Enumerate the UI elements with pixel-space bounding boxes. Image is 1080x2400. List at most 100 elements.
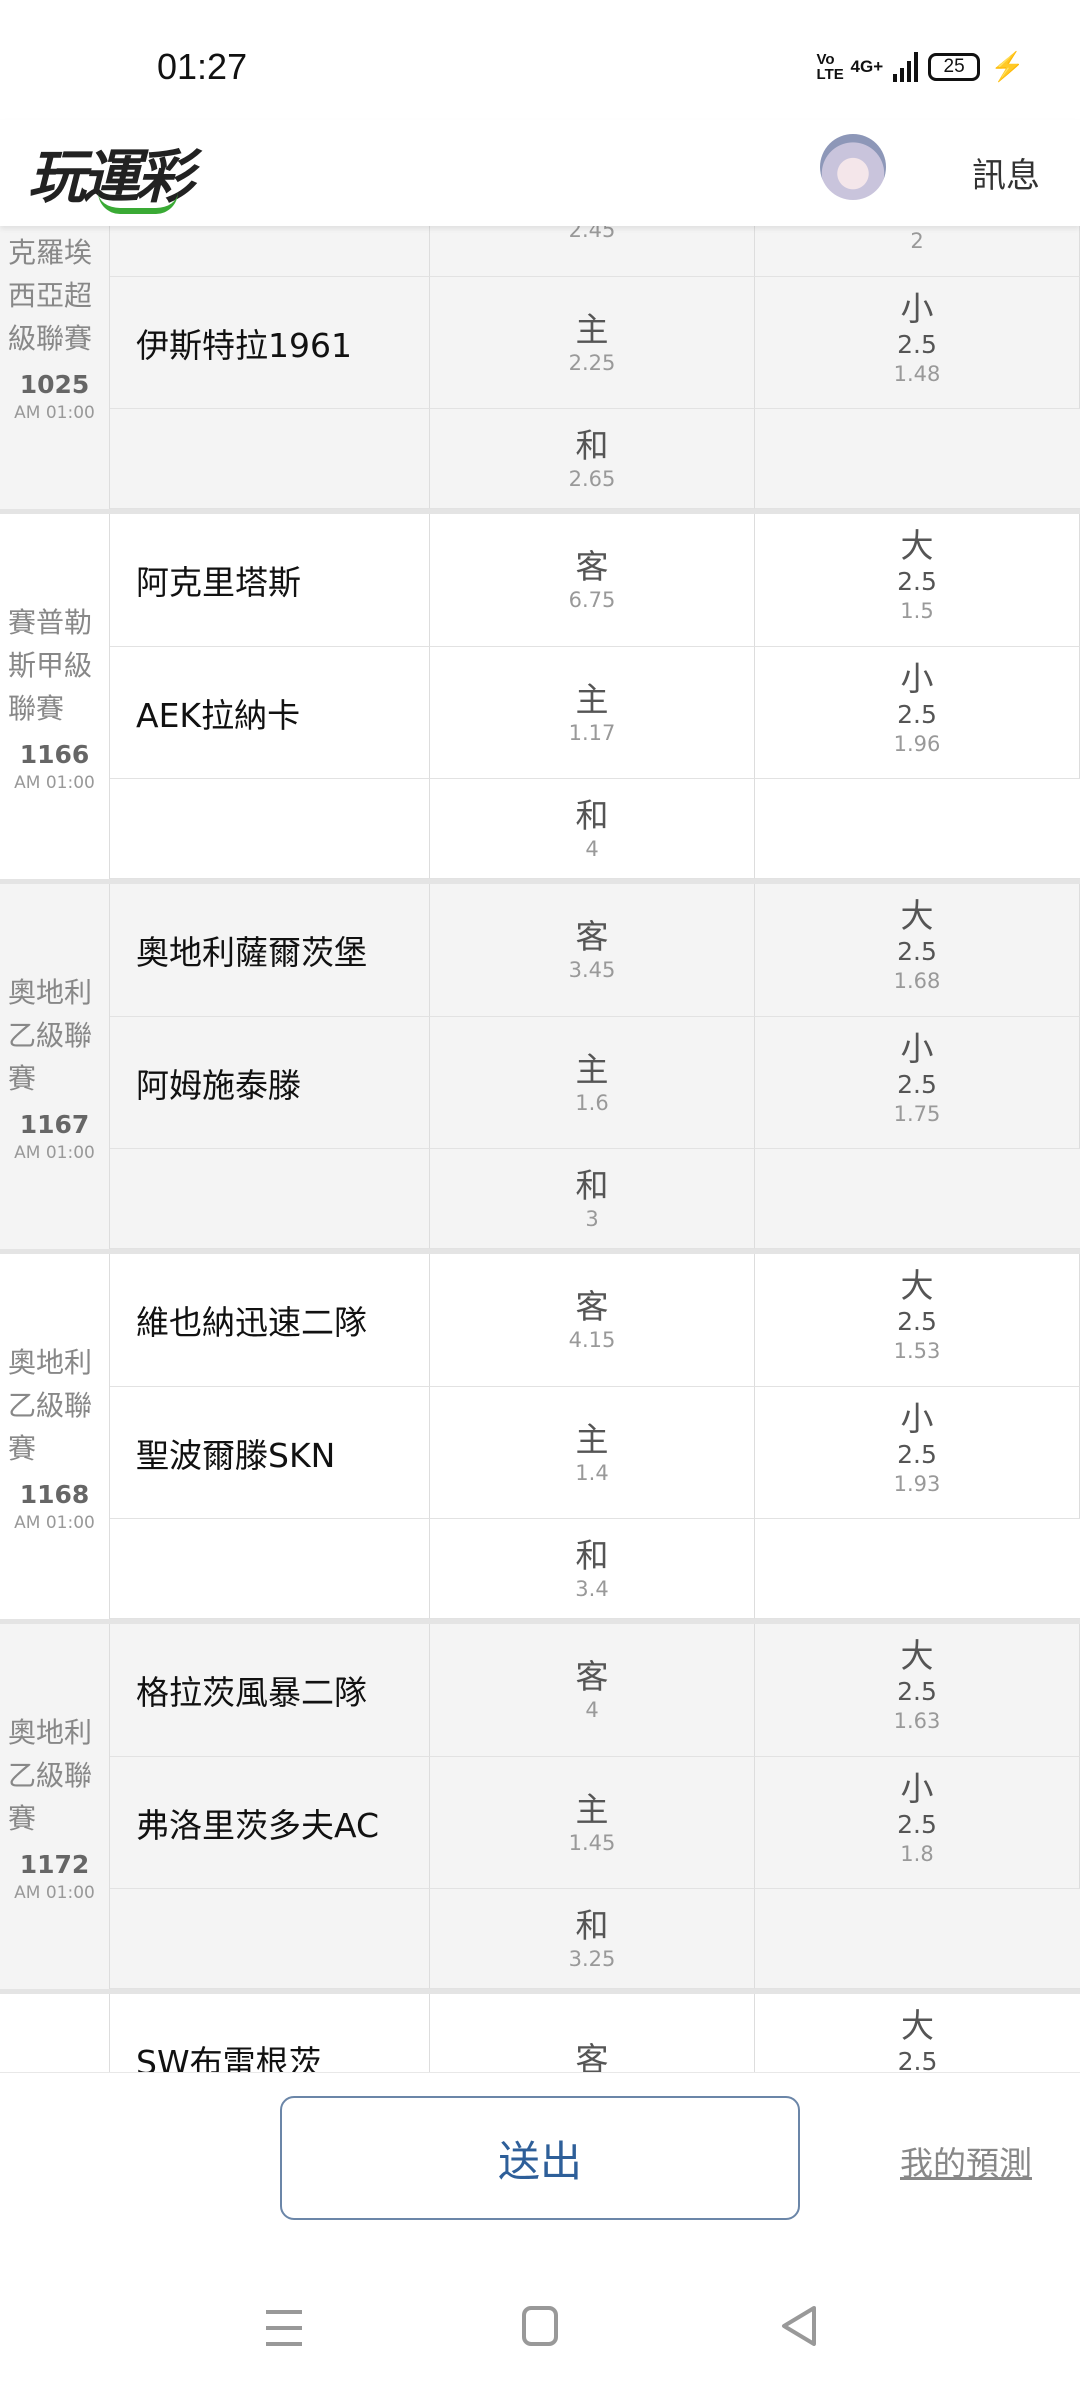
ou-label: 大 <box>900 896 934 935</box>
odds-label: 主 <box>575 309 609 349</box>
my-predictions-link[interactable]: 我的預測 <box>900 2144 1032 2183</box>
team-name: 阿姆施泰滕 <box>110 1017 430 1149</box>
ou-label: 大 <box>900 1636 934 1675</box>
ou-line: 2.5 <box>897 567 937 596</box>
home-icon[interactable] <box>522 2306 560 2350</box>
odds-label: 和 <box>575 1535 609 1575</box>
over-under-option[interactable]: 小 2.5 1.75 <box>755 1017 1080 1149</box>
league-cell: 奧地利乙級聯賽 1167 AM 01:00 <box>0 884 110 1249</box>
ou-odds: 1.8 <box>900 1842 934 1866</box>
team-name: 阿克里塔斯 <box>110 514 430 647</box>
team-name: AEK拉納卡 <box>110 647 430 779</box>
odds-option[interactable]: 客 6.75 <box>430 514 755 647</box>
over-under-option[interactable]: 大 2.5 1.63 <box>755 1624 1080 1757</box>
ou-label: 小 <box>900 1769 934 1808</box>
ou-line: 2.5 <box>897 1440 937 1469</box>
ou-line: 2.5 <box>897 1677 937 1706</box>
match-time: AM 01:00 <box>14 402 95 423</box>
match-block: SW布雷根茨客 大 2.5 <box>0 1994 1080 2072</box>
over-under-option[interactable]: 大 2.5 1.53 <box>755 1254 1080 1387</box>
over-under-option[interactable]: 小 2.5 1.48 <box>755 277 1080 409</box>
ou-label: 小 <box>900 1029 934 1068</box>
over-under-option[interactable]: 小 2.5 1.93 <box>755 1387 1080 1519</box>
team-name <box>110 1149 430 1249</box>
odds-option[interactable]: 主 1.6 <box>430 1017 755 1149</box>
odds-label: 和 <box>575 795 609 835</box>
back-icon[interactable] <box>780 2306 818 2350</box>
over-under-option[interactable]: 大 2.5 1.5 <box>755 514 1080 647</box>
odds-label: 主 <box>575 1419 609 1459</box>
status-time: 01:27 <box>157 46 248 87</box>
league-cell: 奧地利乙級聯賽 1168 AM 01:00 <box>0 1254 110 1619</box>
odds-label: 和 <box>575 425 609 465</box>
odds-label: 主 <box>575 1789 609 1829</box>
app-header: 玩運彩 訊息 <box>0 120 1080 226</box>
ou-odds: 1.68 <box>893 969 941 993</box>
league-name: 克羅埃西亞超級聯賽 <box>8 235 93 355</box>
ou-odds: 1.53 <box>893 1339 941 1363</box>
ou-line: 2.5 <box>897 330 937 359</box>
ou-label: 小 <box>900 1399 934 1438</box>
team-name: 伊斯特拉1961 <box>110 277 430 409</box>
team-name: 維也納迅速二隊 <box>110 1254 430 1387</box>
odds-value: 3.4 <box>575 1576 609 1601</box>
submit-button[interactable]: 送出 <box>280 2096 800 2220</box>
system-nav-bar <box>0 2300 1080 2370</box>
empty-cell <box>755 779 1080 879</box>
match-time: AM 01:00 <box>14 772 95 793</box>
odds-option[interactable]: 客 3.45 <box>430 884 755 1017</box>
odds-option[interactable]: 主 1.17 <box>430 647 755 779</box>
odds-label: 和 <box>575 1905 609 1945</box>
over-under-option[interactable]: 大 2.5 1.68 <box>755 884 1080 1017</box>
league-name: 奧地利乙級聯賽 <box>8 1715 93 1835</box>
odds-label: 客 <box>575 547 609 586</box>
odds-label: 主 <box>575 1049 609 1089</box>
odds-option[interactable]: 和 2.65 <box>430 409 755 509</box>
odds-option[interactable]: 和 3.25 <box>430 1889 755 1989</box>
avatar[interactable] <box>820 134 886 200</box>
team-name: 格拉茨風暴二隊 <box>110 1624 430 1757</box>
league-cell: 賽普勒斯甲級聯賽 1166 AM 01:00 <box>0 514 110 879</box>
ou-odds: 1.63 <box>893 1709 941 1733</box>
odds-value: 3.45 <box>568 958 616 982</box>
app-logo[interactable]: 玩運彩 <box>28 130 194 214</box>
odds-label: 客 <box>575 2040 609 2072</box>
messages-link[interactable]: 訊息 <box>972 156 1040 196</box>
match-block: 奧地利乙級聯賽 1167 AM 01:00 奧地利薩爾茨堡客 3.45 大 2.5 1.68 阿… <box>0 884 1080 1254</box>
over-under-option[interactable]: 小 2.5 1.8 <box>755 1757 1080 1889</box>
over-under-option[interactable]: 小 2.5 1.96 <box>755 647 1080 779</box>
match-time: AM 01:00 <box>14 1882 95 1903</box>
ou-line: 2.5 <box>897 1810 937 1839</box>
odds-value: 2.25 <box>568 350 616 375</box>
odds-option[interactable]: 主 1.45 <box>430 1757 755 1889</box>
ou-label: 小 <box>900 659 934 698</box>
empty-cell <box>755 409 1080 509</box>
team-name <box>110 779 430 879</box>
odds-option[interactable]: 主 1.4 <box>430 1387 755 1519</box>
match-block: 奧地利乙級聯賽 1168 AM 01:00 維也納迅速二隊客 4.15 大 2.5 1.53 聖… <box>0 1254 1080 1624</box>
empty-cell <box>755 1889 1080 1989</box>
odds-option[interactable]: 客 <box>430 1994 755 2072</box>
ou-odds: 2 <box>910 229 924 253</box>
charging-icon: ⚡ <box>990 51 1025 82</box>
team-name: 奧地利薩爾茨堡 <box>110 884 430 1017</box>
team-name <box>110 409 430 509</box>
ou-odds: 1.75 <box>893 1102 941 1126</box>
match-time: AM 01:00 <box>14 1512 95 1533</box>
odds-option[interactable]: 和 3.4 <box>430 1519 755 1619</box>
menu-icon[interactable] <box>264 2308 304 2352</box>
odds-value: 2.65 <box>568 466 616 491</box>
odds-value: 3 <box>585 1206 599 1231</box>
odds-value: 3.25 <box>568 1946 616 1971</box>
odds-option[interactable]: 主 2.25 <box>430 277 755 409</box>
over-under-option[interactable]: 大 2.5 <box>755 1994 1080 2072</box>
league-name: 賽普勒斯甲級聯賽 <box>8 605 93 725</box>
odds-value: 6.75 <box>568 588 616 612</box>
odds-value: 4 <box>585 1698 599 1722</box>
odds-option[interactable]: 客 4.15 <box>430 1254 755 1387</box>
match-id: 1025 <box>19 369 90 399</box>
